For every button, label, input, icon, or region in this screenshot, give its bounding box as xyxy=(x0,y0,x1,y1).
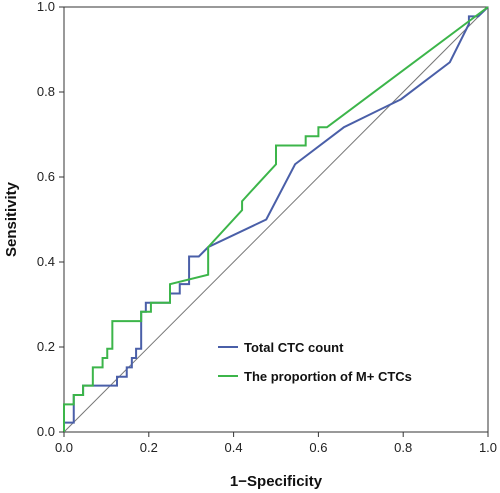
y-tick-label: 1.0 xyxy=(37,0,55,14)
legend: Total CTC count The proportion of M+ CTCs xyxy=(218,340,412,384)
x-tick-label: 0.4 xyxy=(225,440,243,455)
y-tick-label: 0.8 xyxy=(37,84,55,99)
y-tick-label: 0.6 xyxy=(37,169,55,184)
y-tick-label: 0.2 xyxy=(37,339,55,354)
legend-label-2: The proportion of M+ CTCs xyxy=(244,369,412,384)
plot-frame xyxy=(63,6,489,433)
x-tick-label: 1.0 xyxy=(479,440,497,455)
y-tick-label: 0.4 xyxy=(37,254,55,269)
y-axis-title: Sensitivity xyxy=(3,181,20,257)
y-tick-label: 0.0 xyxy=(37,424,55,439)
x-tick-label: 0.6 xyxy=(309,440,327,455)
legend-label-1: Total CTC count xyxy=(244,340,344,355)
x-tick-label: 0.0 xyxy=(55,440,73,455)
x-tick-label: 0.2 xyxy=(140,440,158,455)
x-tick-label: 0.8 xyxy=(394,440,412,455)
series-line-2 xyxy=(63,6,489,432)
reference-diagonal-line xyxy=(63,6,489,433)
x-axis-title: 1−Specificity xyxy=(230,473,323,490)
